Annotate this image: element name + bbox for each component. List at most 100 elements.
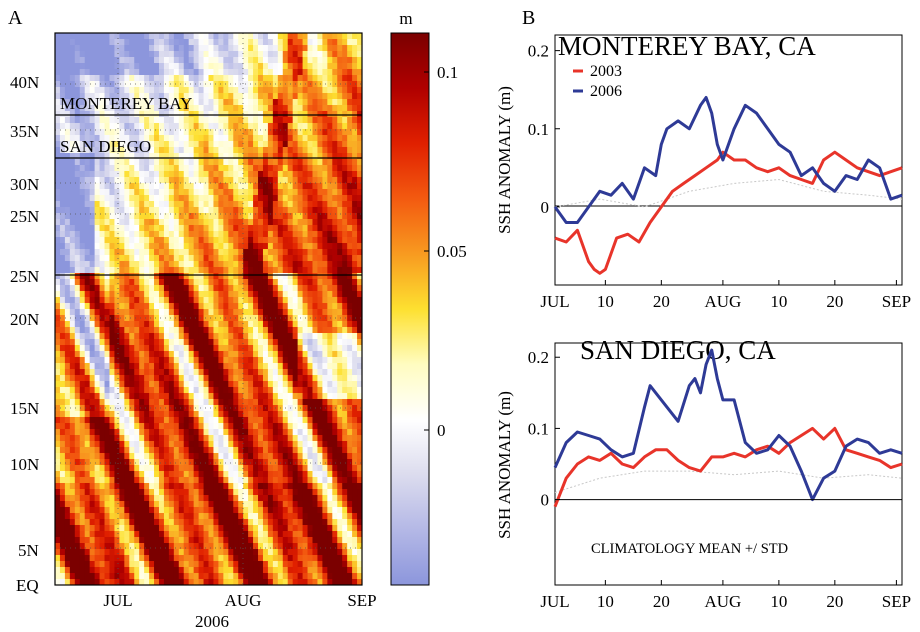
heatmap-cell bbox=[89, 339, 96, 346]
heatmap-cell bbox=[119, 165, 125, 172]
heatmap-cell bbox=[258, 459, 264, 466]
heatmap-cell bbox=[104, 285, 111, 292]
heatmap-cell bbox=[357, 393, 362, 400]
heatmap-cell bbox=[139, 309, 145, 316]
heatmap-cell bbox=[168, 327, 175, 334]
heatmap-cell bbox=[337, 351, 343, 358]
heatmap-cell bbox=[267, 483, 274, 490]
heatmap-cell bbox=[173, 99, 180, 106]
heatmap-cell bbox=[322, 339, 328, 346]
heatmap-cell bbox=[253, 441, 259, 448]
heatmap-cell bbox=[203, 417, 210, 424]
heatmap-cell bbox=[248, 501, 254, 508]
heatmap-cell bbox=[243, 327, 249, 334]
heatmap-cell bbox=[233, 93, 239, 100]
heatmap-cell bbox=[213, 291, 219, 298]
heatmap-cell bbox=[277, 369, 284, 376]
heatmap-cell bbox=[258, 327, 264, 334]
heatmap-cell bbox=[64, 99, 71, 106]
heatmap-cell bbox=[272, 255, 279, 262]
heatmap-cell bbox=[55, 267, 61, 274]
heatmap-cell bbox=[272, 489, 279, 496]
heatmap-cell bbox=[357, 189, 362, 196]
heatmap-cell bbox=[307, 285, 314, 292]
heatmap-cell bbox=[302, 387, 309, 394]
heatmap-cell bbox=[292, 147, 299, 154]
heatmap-cell bbox=[89, 129, 96, 136]
heatmap-cell bbox=[69, 429, 76, 436]
heatmap-cell bbox=[347, 435, 353, 442]
heatmap-cell bbox=[109, 231, 116, 238]
heatmap-cell bbox=[337, 465, 343, 472]
heatmap-cell bbox=[154, 93, 160, 100]
heatmap-cell bbox=[119, 135, 125, 142]
heatmap-cell bbox=[178, 33, 185, 40]
heatmap-cell bbox=[183, 99, 190, 106]
heatmap-cell bbox=[352, 351, 358, 358]
heatmap-cell bbox=[352, 381, 358, 388]
heatmap-cell bbox=[282, 225, 289, 232]
heatmap-cell bbox=[119, 261, 125, 268]
heatmap-cell bbox=[233, 507, 239, 514]
heatmap-cell bbox=[218, 339, 224, 346]
heatmap-cell bbox=[173, 231, 180, 238]
heatmap-cell bbox=[312, 345, 319, 352]
heatmap-cell bbox=[198, 213, 205, 220]
heatmap-cell bbox=[178, 69, 185, 76]
heatmap-cell bbox=[342, 219, 348, 226]
heatmap-cell bbox=[203, 381, 210, 388]
heatmap-cell bbox=[99, 387, 106, 394]
heatmap-cell bbox=[168, 165, 175, 172]
heatmap-cell bbox=[154, 39, 160, 46]
heatmap-cell bbox=[74, 435, 81, 442]
heatmap-cell bbox=[243, 375, 249, 382]
heatmap-cell bbox=[154, 183, 160, 190]
heatmap-cell bbox=[84, 171, 91, 178]
heatmap-cell bbox=[99, 249, 106, 256]
heatmap-cell bbox=[203, 267, 210, 274]
heatmap-cell bbox=[163, 81, 170, 88]
heatmap-cell bbox=[119, 339, 125, 346]
heatmap-cell bbox=[203, 45, 210, 52]
heatmap-cell bbox=[208, 231, 215, 238]
heatmap-cell bbox=[322, 495, 328, 502]
heatmap-cell bbox=[94, 219, 101, 226]
heatmap-cell bbox=[282, 111, 289, 118]
heatmap-cell bbox=[104, 291, 111, 298]
heatmap-cell bbox=[154, 207, 160, 214]
heatmap-cell bbox=[55, 261, 61, 268]
heatmap-cell bbox=[104, 405, 111, 412]
heatmap-cell bbox=[277, 429, 284, 436]
heatmap-cell bbox=[342, 117, 348, 124]
heatmap-cell bbox=[317, 333, 323, 340]
heatmap-cell bbox=[94, 159, 101, 166]
heatmap-cell bbox=[258, 87, 264, 94]
heatmap-cell bbox=[332, 495, 338, 502]
heatmap-cell bbox=[277, 321, 284, 328]
heatmap-cell bbox=[79, 345, 86, 352]
heatmap-cell bbox=[104, 213, 111, 220]
heatmap-cell bbox=[193, 369, 200, 376]
heatmap-cell bbox=[198, 33, 205, 40]
heatmap-cell bbox=[287, 381, 294, 388]
heatmap-cell bbox=[342, 237, 348, 244]
heatmap-cell bbox=[129, 273, 135, 280]
heatmap-cell bbox=[69, 177, 76, 184]
heatmap-cell bbox=[297, 75, 304, 82]
heatmap-cell bbox=[233, 315, 239, 322]
heatmap-cell bbox=[277, 483, 284, 490]
heatmap-cell bbox=[119, 453, 125, 460]
heatmap-cell bbox=[59, 291, 66, 298]
heatmap-cell bbox=[139, 489, 145, 496]
heatmap-cell bbox=[119, 285, 125, 292]
heatmap-cell bbox=[317, 297, 323, 304]
heatmap-cell bbox=[198, 243, 205, 250]
heatmap-cell bbox=[327, 279, 333, 286]
heatmap-cell bbox=[282, 201, 289, 208]
heatmap-cell bbox=[89, 309, 96, 316]
heatmap-cell bbox=[317, 93, 323, 100]
heatmap-cell bbox=[203, 249, 210, 256]
heatmap-cell bbox=[322, 441, 328, 448]
heatmap-cell bbox=[84, 147, 91, 154]
heatmap-cell bbox=[129, 153, 135, 160]
